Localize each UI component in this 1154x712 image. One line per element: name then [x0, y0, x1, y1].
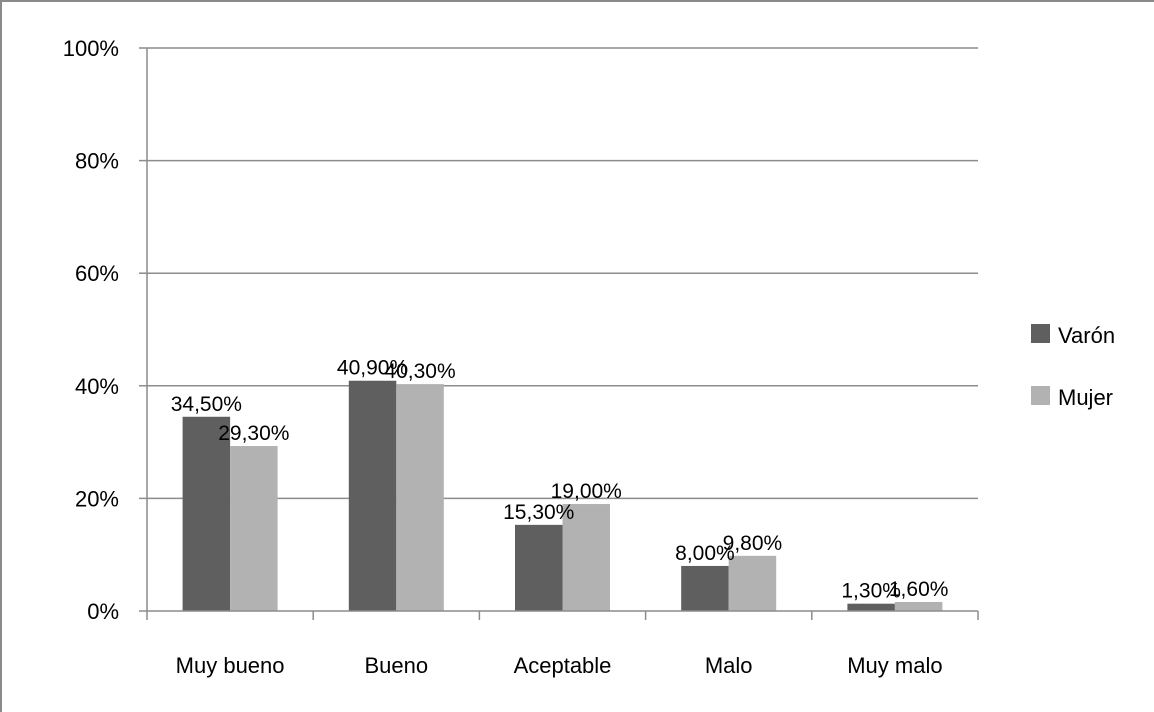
legend-swatch	[1031, 386, 1050, 405]
bar-var-n	[348, 380, 397, 611]
bar-var-n	[681, 565, 729, 611]
legend-swatch	[1031, 324, 1050, 343]
data-label: 15,30%	[503, 501, 574, 524]
axes	[139, 47, 979, 620]
y-tick-label: 0%	[87, 599, 119, 624]
data-label: 29,30%	[218, 422, 289, 445]
category-label: Muy malo	[847, 653, 942, 678]
category-label: Malo	[705, 653, 753, 678]
data-label: 40,90%	[337, 357, 408, 380]
bar-mujer	[728, 555, 777, 611]
bar-var-n	[847, 603, 895, 611]
data-label: 19,00%	[551, 480, 622, 503]
bar-mujer	[894, 601, 943, 611]
data-label: 1,60%	[889, 578, 949, 601]
data-label: 9,80%	[723, 532, 783, 555]
category-label: Muy bueno	[176, 653, 285, 678]
bar-var-n	[515, 524, 563, 611]
legend-label: Mujer	[1058, 385, 1113, 410]
bar-var-n	[182, 416, 231, 611]
data-label: 1,30%	[841, 580, 901, 603]
category-label: Bueno	[364, 653, 428, 678]
bar-mujer	[396, 384, 444, 611]
data-label: 8,00%	[675, 542, 735, 565]
bars	[182, 380, 943, 611]
category-label: Aceptable	[514, 653, 612, 678]
y-tick-label: 40%	[75, 374, 119, 399]
legend: Varón Mujer	[1031, 323, 1115, 410]
y-tick-label: 60%	[75, 261, 119, 286]
legend-label: Varón	[1058, 323, 1115, 348]
y-tick-label: 80%	[75, 149, 119, 174]
labels: 0% 20% 40% 60% 80% 100% 34,50% 29,30% Muy bueno 4…	[63, 36, 949, 678]
data-label: 40,30%	[384, 360, 455, 383]
bar-mujer	[230, 446, 278, 611]
data-label: 34,50%	[171, 393, 242, 416]
y-tick-label: 20%	[75, 486, 119, 511]
bar-mujer	[562, 504, 610, 611]
gridlines	[147, 47, 978, 500]
y-tick-label: 100%	[63, 36, 119, 61]
